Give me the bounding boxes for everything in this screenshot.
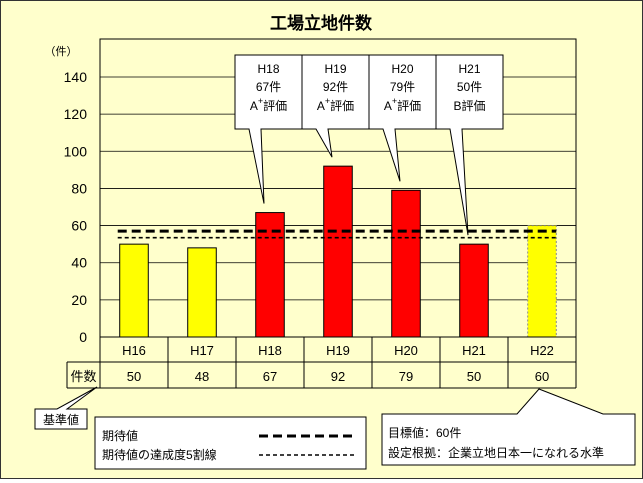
callout-grade: A+評価 <box>317 96 354 113</box>
x-tick-label: H21 <box>462 343 486 358</box>
y-tick-label: 100 <box>64 143 88 159</box>
legend-label-half: 期待値の達成度5割線 <box>102 447 217 462</box>
table-value-h17: 48 <box>195 369 209 384</box>
chart-title: 工場立地件数 <box>270 13 373 33</box>
x-tick-label: H20 <box>394 343 418 358</box>
bar-h16 <box>119 243 149 338</box>
bar-h21 <box>459 243 489 338</box>
table-value-h20: 79 <box>399 369 413 384</box>
target-callout-box <box>381 388 636 466</box>
evaluation-callouts: H18 67件 A+評価 H19 92件 A+評価 H20 79件 A+評価 H21 50件 B評価 <box>234 54 504 236</box>
x-tick-label: H18 <box>258 343 282 358</box>
x-tick-label: H17 <box>190 343 214 358</box>
bar-h17 <box>187 247 217 338</box>
callout-year: H21 <box>458 62 480 76</box>
callout-year: H19 <box>324 62 346 76</box>
baseline-callout: 基準値 <box>34 386 98 430</box>
y-tick-label: 40 <box>71 255 87 271</box>
callout-grade: A+評価 <box>384 96 421 113</box>
bars <box>119 165 557 338</box>
callout-year: H18 <box>257 62 279 76</box>
y-tick-label: 0 <box>79 329 87 345</box>
bar-h20 <box>391 189 421 338</box>
table-value-h22: 60 <box>535 369 549 384</box>
x-tick-label: H22 <box>530 343 554 358</box>
y-tick-label: 20 <box>71 292 87 308</box>
y-tick-label: 140 <box>64 69 88 85</box>
target-note-value: 目標値：60件 <box>388 425 461 440</box>
baseline-callout-box <box>34 386 98 430</box>
y-axis-unit-label: （件） <box>45 45 78 58</box>
legend-box <box>94 416 367 470</box>
reference-lines <box>117 229 557 239</box>
callout-box-h18 <box>234 54 303 204</box>
callout-grade: B評価 <box>453 98 485 113</box>
callout-box-h21 <box>435 54 504 236</box>
callout-count: 79件 <box>390 80 415 94</box>
callout-count: 50件 <box>457 80 482 94</box>
table-row-label: 件数 <box>70 369 96 384</box>
table-value-h16: 50 <box>127 369 141 384</box>
y-tick-label: 60 <box>71 218 87 234</box>
y-tick-label: 80 <box>71 180 87 196</box>
y-tick-labels: 0 20 40 60 80 100 120 140 <box>64 69 88 345</box>
table-value-h19: 92 <box>331 369 345 384</box>
x-tick-label: H19 <box>326 343 350 358</box>
y-tick-label: 120 <box>64 106 88 122</box>
bar-h22 <box>527 225 557 338</box>
callout-count: 67件 <box>256 80 281 94</box>
baseline-label: 基準値 <box>43 412 79 427</box>
table-value-h21: 50 <box>467 369 481 384</box>
table-value-h18: 67 <box>263 369 277 384</box>
callout-grade: A+評価 <box>250 96 287 113</box>
callout-count: 92件 <box>323 80 348 94</box>
target-note-basis: 設定根拠：企業立地日本一になれる水準 <box>388 445 604 460</box>
bar-h19 <box>323 165 353 338</box>
callout-year: H20 <box>391 62 413 76</box>
x-tick-label: H16 <box>122 343 146 358</box>
legend-label-expected: 期待値 <box>102 428 138 443</box>
data-table: H16 50 H17 48 H18 67 H19 92 H20 79 H21 50 H22 60 件数 <box>66 336 577 389</box>
